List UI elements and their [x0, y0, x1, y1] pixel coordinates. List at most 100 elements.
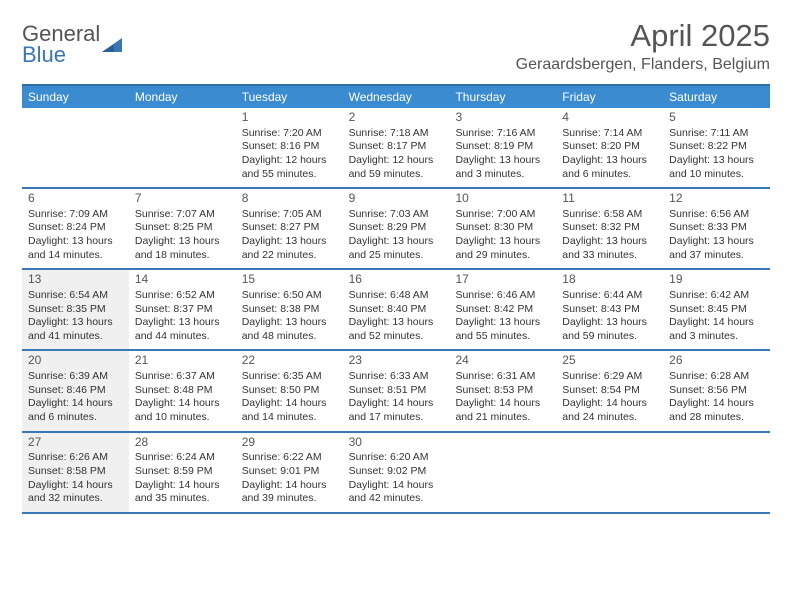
- day-line-sunrise: Sunrise: 7:11 AM: [669, 127, 764, 141]
- day-line-sunrise: Sunrise: 6:37 AM: [135, 370, 230, 384]
- day-cell: 2Sunrise: 7:18 AMSunset: 8:17 PMDaylight…: [343, 108, 450, 187]
- day-lines: Sunrise: 6:52 AMSunset: 8:37 PMDaylight:…: [135, 289, 230, 344]
- day-line-daylight1: Daylight: 13 hours: [669, 235, 764, 249]
- dow-cell: Sunday: [22, 86, 129, 108]
- day-line-daylight2: and 10 minutes.: [135, 411, 230, 425]
- day-line-sunset: Sunset: 8:53 PM: [455, 384, 550, 398]
- day-cell: 9Sunrise: 7:03 AMSunset: 8:29 PMDaylight…: [343, 189, 450, 268]
- day-number: 13: [28, 272, 123, 288]
- day-line-daylight2: and 32 minutes.: [28, 492, 123, 506]
- day-cell: 23Sunrise: 6:33 AMSunset: 8:51 PMDayligh…: [343, 351, 450, 430]
- day-line-daylight1: Daylight: 13 hours: [562, 154, 657, 168]
- day-number: 19: [669, 272, 764, 288]
- day-line-daylight2: and 3 minutes.: [669, 330, 764, 344]
- day-cell-empty: [129, 108, 236, 187]
- day-number: 9: [349, 191, 444, 207]
- day-cell: 3Sunrise: 7:16 AMSunset: 8:19 PMDaylight…: [449, 108, 556, 187]
- day-line-daylight1: Daylight: 13 hours: [242, 316, 337, 330]
- day-line-daylight2: and 33 minutes.: [562, 249, 657, 263]
- day-lines: Sunrise: 7:14 AMSunset: 8:20 PMDaylight:…: [562, 127, 657, 182]
- day-line-daylight2: and 22 minutes.: [242, 249, 337, 263]
- day-line-sunrise: Sunrise: 6:33 AM: [349, 370, 444, 384]
- day-number: 14: [135, 272, 230, 288]
- day-lines: Sunrise: 6:42 AMSunset: 8:45 PMDaylight:…: [669, 289, 764, 344]
- day-line-daylight1: Daylight: 13 hours: [349, 235, 444, 249]
- month-title: April 2025: [516, 18, 770, 54]
- day-line-daylight2: and 6 minutes.: [562, 168, 657, 182]
- day-line-sunset: Sunset: 8:19 PM: [455, 140, 550, 154]
- day-line-daylight2: and 29 minutes.: [455, 249, 550, 263]
- day-line-daylight1: Daylight: 14 hours: [242, 397, 337, 411]
- dow-cell: Friday: [556, 86, 663, 108]
- day-line-daylight1: Daylight: 12 hours: [242, 154, 337, 168]
- week-row: 1Sunrise: 7:20 AMSunset: 8:16 PMDaylight…: [22, 108, 770, 189]
- day-lines: Sunrise: 7:00 AMSunset: 8:30 PMDaylight:…: [455, 208, 550, 263]
- day-cell: 4Sunrise: 7:14 AMSunset: 8:20 PMDaylight…: [556, 108, 663, 187]
- day-number: 12: [669, 191, 764, 207]
- day-line-sunrise: Sunrise: 7:09 AM: [28, 208, 123, 222]
- day-lines: Sunrise: 6:35 AMSunset: 8:50 PMDaylight:…: [242, 370, 337, 425]
- day-number: 27: [28, 435, 123, 451]
- day-line-sunrise: Sunrise: 6:44 AM: [562, 289, 657, 303]
- day-line-sunset: Sunset: 8:16 PM: [242, 140, 337, 154]
- day-line-sunrise: Sunrise: 7:00 AM: [455, 208, 550, 222]
- day-lines: Sunrise: 7:07 AMSunset: 8:25 PMDaylight:…: [135, 208, 230, 263]
- day-line-daylight1: Daylight: 13 hours: [669, 154, 764, 168]
- day-cell-empty: [663, 433, 770, 512]
- day-number: 26: [669, 353, 764, 369]
- day-line-sunset: Sunset: 8:43 PM: [562, 303, 657, 317]
- day-line-sunrise: Sunrise: 6:42 AM: [669, 289, 764, 303]
- header: General Blue April 2025 Geraardsbergen, …: [22, 18, 770, 74]
- day-cell: 27Sunrise: 6:26 AMSunset: 8:58 PMDayligh…: [22, 433, 129, 512]
- logo: General Blue: [22, 24, 122, 66]
- day-line-sunset: Sunset: 8:27 PM: [242, 221, 337, 235]
- day-lines: Sunrise: 7:18 AMSunset: 8:17 PMDaylight:…: [349, 127, 444, 182]
- day-cell: 8Sunrise: 7:05 AMSunset: 8:27 PMDaylight…: [236, 189, 343, 268]
- day-line-sunrise: Sunrise: 7:05 AM: [242, 208, 337, 222]
- day-line-sunrise: Sunrise: 7:18 AM: [349, 127, 444, 141]
- day-line-sunrise: Sunrise: 6:54 AM: [28, 289, 123, 303]
- title-block: April 2025 Geraardsbergen, Flanders, Bel…: [516, 18, 770, 74]
- day-cell: 18Sunrise: 6:44 AMSunset: 8:43 PMDayligh…: [556, 270, 663, 349]
- day-line-sunrise: Sunrise: 6:46 AM: [455, 289, 550, 303]
- day-line-sunset: Sunset: 8:42 PM: [455, 303, 550, 317]
- day-lines: Sunrise: 6:26 AMSunset: 8:58 PMDaylight:…: [28, 451, 123, 506]
- day-number: 5: [669, 110, 764, 126]
- day-lines: Sunrise: 6:33 AMSunset: 8:51 PMDaylight:…: [349, 370, 444, 425]
- day-lines: Sunrise: 6:37 AMSunset: 8:48 PMDaylight:…: [135, 370, 230, 425]
- day-cell: 19Sunrise: 6:42 AMSunset: 8:45 PMDayligh…: [663, 270, 770, 349]
- day-line-daylight1: Daylight: 14 hours: [28, 479, 123, 493]
- day-line-daylight2: and 3 minutes.: [455, 168, 550, 182]
- day-number: 2: [349, 110, 444, 126]
- day-line-sunset: Sunset: 8:56 PM: [669, 384, 764, 398]
- day-cell: 16Sunrise: 6:48 AMSunset: 8:40 PMDayligh…: [343, 270, 450, 349]
- day-line-sunset: Sunset: 8:35 PM: [28, 303, 123, 317]
- day-line-sunrise: Sunrise: 7:14 AM: [562, 127, 657, 141]
- day-line-sunrise: Sunrise: 6:48 AM: [349, 289, 444, 303]
- dow-cell: Thursday: [449, 86, 556, 108]
- day-line-sunset: Sunset: 8:17 PM: [349, 140, 444, 154]
- day-lines: Sunrise: 6:31 AMSunset: 8:53 PMDaylight:…: [455, 370, 550, 425]
- day-cell: 21Sunrise: 6:37 AMSunset: 8:48 PMDayligh…: [129, 351, 236, 430]
- day-lines: Sunrise: 7:11 AMSunset: 8:22 PMDaylight:…: [669, 127, 764, 182]
- day-cell: 29Sunrise: 6:22 AMSunset: 9:01 PMDayligh…: [236, 433, 343, 512]
- day-number: 29: [242, 435, 337, 451]
- day-line-sunrise: Sunrise: 6:28 AM: [669, 370, 764, 384]
- day-line-sunset: Sunset: 8:58 PM: [28, 465, 123, 479]
- day-line-sunset: Sunset: 8:20 PM: [562, 140, 657, 154]
- day-cell: 11Sunrise: 6:58 AMSunset: 8:32 PMDayligh…: [556, 189, 663, 268]
- day-line-sunset: Sunset: 8:32 PM: [562, 221, 657, 235]
- day-line-daylight2: and 52 minutes.: [349, 330, 444, 344]
- day-lines: Sunrise: 7:16 AMSunset: 8:19 PMDaylight:…: [455, 127, 550, 182]
- day-line-daylight2: and 18 minutes.: [135, 249, 230, 263]
- day-line-sunset: Sunset: 8:33 PM: [669, 221, 764, 235]
- day-line-sunrise: Sunrise: 6:22 AM: [242, 451, 337, 465]
- day-line-sunset: Sunset: 8:37 PM: [135, 303, 230, 317]
- day-line-daylight2: and 39 minutes.: [242, 492, 337, 506]
- day-line-sunset: Sunset: 8:24 PM: [28, 221, 123, 235]
- day-line-daylight1: Daylight: 12 hours: [349, 154, 444, 168]
- day-line-daylight1: Daylight: 14 hours: [28, 397, 123, 411]
- day-cell: 6Sunrise: 7:09 AMSunset: 8:24 PMDaylight…: [22, 189, 129, 268]
- day-cell: 28Sunrise: 6:24 AMSunset: 8:59 PMDayligh…: [129, 433, 236, 512]
- day-line-sunrise: Sunrise: 7:03 AM: [349, 208, 444, 222]
